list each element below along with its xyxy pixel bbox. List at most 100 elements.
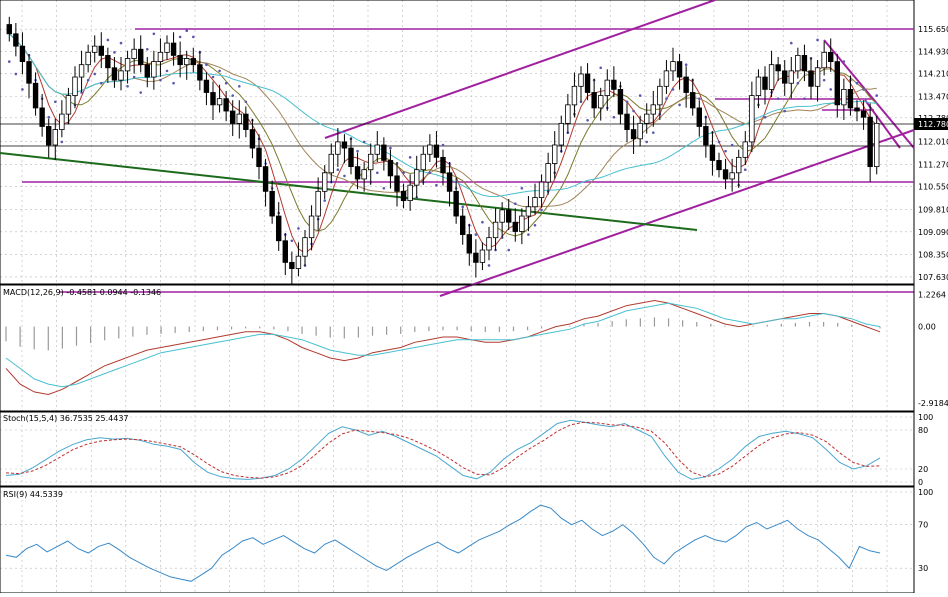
candle-down — [782, 70, 788, 84]
sar-dot — [86, 78, 90, 82]
sar-dot — [178, 35, 182, 39]
candle-up — [322, 172, 328, 192]
candle-up — [78, 64, 85, 78]
candle-down — [348, 147, 354, 168]
candle-down — [808, 70, 814, 87]
macd-tick-label: -2.9184 — [918, 399, 948, 408]
rsi-panel-frame — [0, 486, 915, 594]
sar-dot — [513, 202, 517, 205]
sar-dot — [382, 186, 386, 190]
sar-dot — [789, 41, 793, 45]
candle-down — [617, 89, 624, 115]
sar-dot — [441, 143, 445, 147]
candle-up — [315, 190, 321, 217]
candle-down — [762, 76, 768, 90]
candle-up — [59, 113, 65, 130]
candle-down — [26, 61, 32, 84]
candle-down — [138, 48, 144, 66]
candle-down — [506, 209, 512, 223]
candle-up — [157, 51, 164, 62]
stoch-panel[interactable]: Stoch(15,5,4) 36.7535 25.4437 — [0, 411, 915, 487]
macd-label: MACD(12,26,9) -0.4581 0.0944 -0.1346 — [3, 288, 161, 297]
sar-dot — [356, 149, 359, 153]
candle-up — [749, 95, 755, 143]
price-tick-label: 109.810 — [918, 206, 948, 215]
candle-up — [131, 48, 137, 59]
price-tick-label: 108.350 — [918, 251, 948, 260]
sar-dot — [803, 97, 806, 100]
candle-up — [644, 113, 650, 124]
candle-down — [249, 129, 256, 149]
stoch-tick-label: 20 — [918, 465, 928, 474]
candle-down — [197, 64, 203, 81]
candle-up — [414, 169, 420, 186]
candle-down — [98, 45, 104, 56]
candle-up — [118, 70, 124, 81]
sar-dot — [533, 224, 537, 227]
macd-panel[interactable]: MACD(12,26,9) -0.4581 0.0944 -0.1346 — [0, 284, 915, 412]
sar-dot — [343, 174, 346, 178]
candle-up — [604, 79, 610, 96]
candle-down — [690, 92, 696, 109]
macd-tick-label: 1.2264 — [918, 291, 946, 300]
sar-dot — [586, 118, 589, 122]
candle-down — [630, 129, 637, 140]
sar-dot — [783, 109, 787, 113]
candle-up — [151, 61, 157, 78]
rsi-axis: 100 70 30 — [918, 488, 933, 573]
candle-up — [525, 206, 532, 217]
sar-dot — [481, 220, 484, 224]
candle-down — [289, 261, 295, 269]
sar-dot — [474, 233, 478, 236]
rsi-panel[interactable]: RSI(9) 44.5339 — [0, 486, 915, 594]
sar-dot — [99, 81, 103, 85]
candle-down — [144, 64, 150, 78]
candle-up — [637, 122, 643, 140]
sar-dot — [697, 97, 701, 100]
sar-dot — [435, 183, 438, 187]
sar-dot — [47, 115, 51, 119]
candle-down — [775, 64, 781, 72]
sar-dot — [336, 168, 340, 172]
sar-dot — [53, 100, 57, 104]
macd-line — [5, 299, 881, 396]
candle-down — [190, 58, 196, 66]
candle-down — [262, 166, 269, 192]
candle-down — [854, 107, 860, 112]
candle-up — [52, 129, 58, 146]
candle-down — [453, 190, 459, 217]
candle-up — [65, 95, 72, 115]
sar-dot — [855, 81, 859, 85]
candle-up — [841, 89, 847, 106]
candle-up — [552, 144, 558, 164]
stoch-panel-frame — [0, 411, 915, 487]
sar-dot — [244, 100, 248, 104]
candle-down — [696, 107, 702, 127]
candle-up — [795, 55, 801, 72]
sar-dot — [389, 146, 392, 150]
candle-down — [828, 51, 834, 62]
candle-up — [368, 153, 374, 171]
rsi-line — [5, 504, 881, 582]
sar-dot — [106, 38, 110, 42]
sar-dot — [599, 66, 603, 70]
trendlines — [0, 0, 915, 297]
candle-up — [650, 104, 656, 115]
sar-dot — [730, 143, 734, 147]
sar-dot — [60, 140, 64, 144]
candle-down — [230, 110, 236, 124]
candle-down — [105, 55, 111, 69]
candle-down — [867, 116, 873, 168]
candle-down — [703, 126, 709, 146]
price-tick-label: 110.550 — [918, 183, 948, 192]
candle-up — [184, 58, 190, 66]
candle-down — [276, 215, 282, 242]
sar-dot — [500, 236, 504, 239]
sar-dot — [231, 94, 235, 97]
candle-down — [243, 113, 249, 130]
price-panel[interactable] — [0, 0, 915, 297]
sar-dot — [816, 38, 819, 42]
sar-dot — [579, 100, 583, 104]
price-panel-frame — [0, 0, 915, 285]
candle-up — [361, 169, 367, 180]
